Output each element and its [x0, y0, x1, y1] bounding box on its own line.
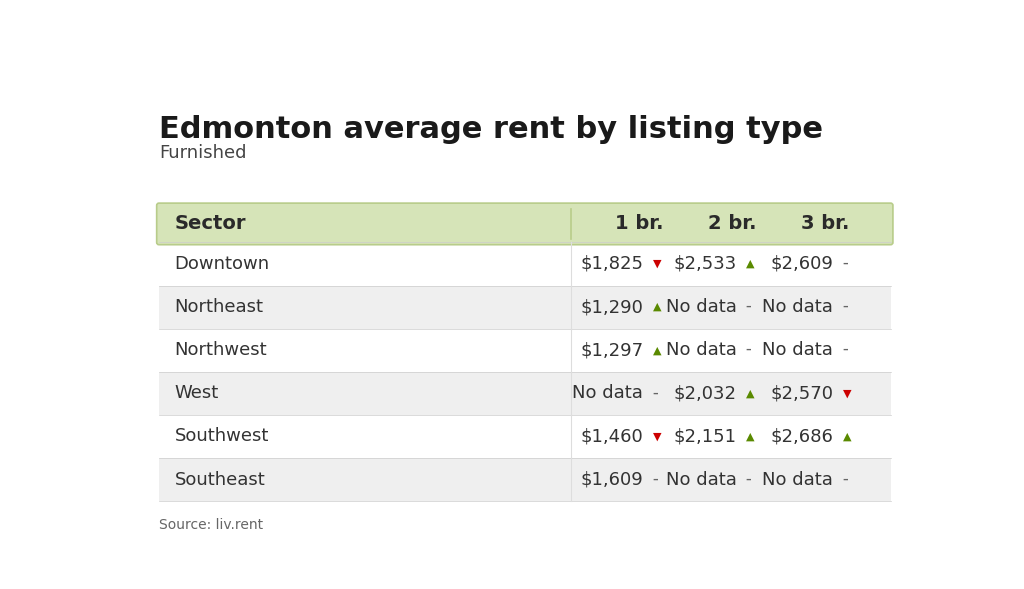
Text: No data: No data [763, 298, 834, 316]
Bar [159, 329, 891, 372]
Text: $2,570: $2,570 [770, 384, 834, 402]
Text: ▲: ▲ [843, 431, 851, 441]
Text: –: – [843, 259, 848, 269]
Text: West: West [174, 384, 219, 402]
Text: ▲: ▲ [745, 431, 754, 441]
Text: ▼: ▼ [652, 259, 662, 269]
Text: –: – [652, 475, 658, 485]
Text: $2,032: $2,032 [674, 384, 736, 402]
Text: $2,151: $2,151 [674, 428, 736, 445]
Bar [159, 372, 891, 415]
Text: $2,609: $2,609 [770, 255, 834, 273]
Text: Northwest: Northwest [174, 341, 267, 359]
Text: $1,609: $1,609 [581, 471, 643, 488]
Text: ▲: ▲ [745, 388, 754, 398]
Text: 3 br.: 3 br. [802, 214, 850, 233]
Text: –: – [843, 302, 848, 312]
Text: No data: No data [666, 341, 736, 359]
Text: $1,290: $1,290 [581, 298, 643, 316]
Text: No data: No data [763, 471, 834, 488]
Text: No data: No data [666, 471, 736, 488]
Bar [159, 286, 891, 329]
Text: Downtown: Downtown [174, 255, 269, 273]
Text: –: – [843, 475, 848, 485]
Text: ▼: ▼ [843, 388, 851, 398]
Text: $1,460: $1,460 [581, 428, 643, 445]
Text: Northeast: Northeast [174, 298, 263, 316]
Text: $1,825: $1,825 [581, 255, 643, 273]
Text: Sector: Sector [174, 214, 246, 233]
Text: No data: No data [763, 341, 834, 359]
FancyBboxPatch shape [157, 203, 893, 244]
Text: $2,686: $2,686 [770, 428, 834, 445]
Text: ▼: ▼ [652, 431, 662, 441]
Text: Southeast: Southeast [174, 471, 265, 488]
Text: ▲: ▲ [652, 345, 662, 355]
Text: $1,297: $1,297 [581, 341, 643, 359]
Text: 2 br.: 2 br. [709, 214, 757, 233]
Text: Southwest: Southwest [174, 428, 269, 445]
Text: No data: No data [666, 298, 736, 316]
Text: ▲: ▲ [652, 302, 662, 312]
Text: $2,533: $2,533 [673, 255, 736, 273]
Text: –: – [745, 302, 752, 312]
Text: –: – [745, 475, 752, 485]
Text: –: – [745, 345, 752, 355]
Bar [159, 458, 891, 501]
Text: –: – [652, 388, 658, 398]
Text: ▲: ▲ [745, 259, 754, 269]
Text: 1 br.: 1 br. [615, 214, 664, 233]
Bar [159, 415, 891, 458]
Bar [159, 243, 891, 286]
Text: Source: liv.rent: Source: liv.rent [159, 518, 263, 532]
Text: No data: No data [572, 384, 643, 402]
Text: Edmonton average rent by listing type: Edmonton average rent by listing type [159, 115, 823, 144]
Text: Furnished: Furnished [159, 144, 247, 162]
Text: –: – [843, 345, 848, 355]
